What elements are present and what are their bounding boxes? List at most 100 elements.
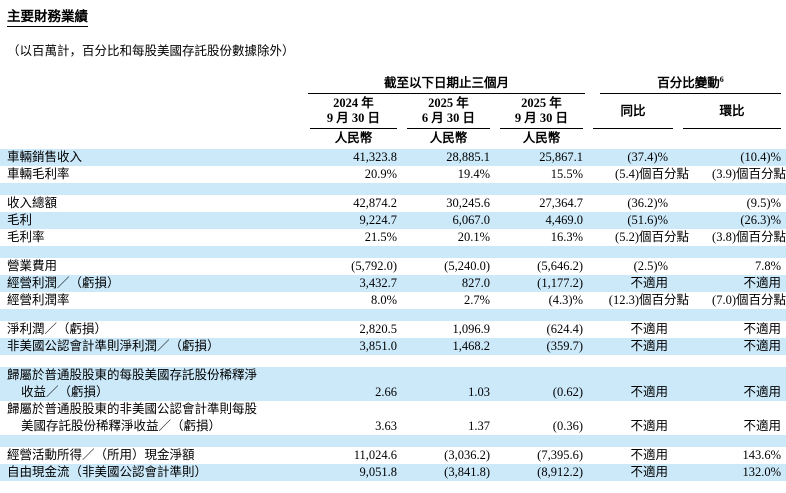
cell-value: 28,885.1: [446, 150, 490, 164]
cell-value: 不適用: [630, 322, 668, 336]
cell-value: 不適用: [743, 339, 781, 353]
cell-value: (3,841.8): [444, 465, 490, 479]
pct-change-label: 百分比變動: [657, 76, 720, 90]
cell-value: (12.3)個百分點: [608, 293, 689, 307]
cell-value: 不適用: [630, 419, 668, 433]
cell-value: 132.0%: [742, 465, 781, 479]
row-label: 車輛毛利率: [7, 167, 70, 181]
cell-value: (0.62): [552, 385, 583, 399]
cell-value: (3.9)個百分點: [712, 167, 786, 181]
table-blank-row: [0, 309, 786, 321]
table-row: 毛利率 21.5% 20.1% 16.3% (5.2)個百分點 (3.8)個百分點: [0, 229, 786, 246]
table-header-currency: 人民幣 人民幣 人民幣: [0, 129, 786, 149]
currency-label: 人民幣: [334, 131, 373, 145]
column-header-year: 2025 年: [428, 96, 469, 110]
cell-value: 2.66: [375, 385, 397, 399]
cell-value: (5,792.0): [351, 259, 397, 273]
cell-value: (10.4)%: [740, 150, 781, 164]
cell-value: 21.5%: [364, 230, 397, 244]
table-row: 經營活動所得／（所用）現金淨額 11,024.6 (3,036.2) (7,395.6…: [0, 447, 786, 464]
cell-value: (37.4)%: [627, 150, 668, 164]
column-header-year: 2025 年: [521, 96, 562, 110]
cell-value: 2,820.5: [359, 322, 398, 336]
cell-value: 不適用: [630, 339, 668, 353]
cell-value: 1.03: [468, 385, 490, 399]
cell-value: 不適用: [630, 465, 668, 479]
page-title: 主要財務業績: [7, 9, 786, 27]
cell-value: 20.9%: [364, 167, 397, 181]
row-label: 歸屬於普通股股東的每股美國存託股份稀釋淨 收益／（虧損）: [7, 368, 258, 399]
column-header-date: 9 月 30 日: [326, 111, 381, 125]
cell-value: 9,224.7: [359, 213, 398, 227]
row-label: 歸屬於普通股股東的非美國公認會計準則每股 美國存託股份稀釋淨收益／（虧損）: [7, 402, 258, 433]
header-spacer: [0, 94, 305, 129]
cell-value: (0.36): [552, 419, 583, 433]
cell-value: (5.4)個百分點: [615, 167, 689, 181]
cell-value: (7.0)個百分點: [712, 293, 786, 307]
row-label: 自由現金流（非美國公認會計準則）: [7, 465, 208, 479]
table-row: 歸屬於普通股股東的每股美國存託股份稀釋淨 收益／（虧損） 2.66 1.03 (0.62…: [0, 367, 786, 401]
table-row: 收入總額 42,874.2 30,245.6 27,364.7 (36.2)% (9.5)…: [0, 195, 786, 212]
cell-value: 1,096.9: [452, 322, 491, 336]
header-spacer: [588, 129, 678, 149]
table-row: 歸屬於普通股股東的非美國公認會計準則每股 美國存託股份稀釋淨收益／（虧損） 3.63…: [0, 401, 786, 435]
row-label: 非美國公認會計準則淨利潤／（虧損）: [7, 339, 220, 353]
cell-value: (36.2)%: [627, 196, 668, 210]
table-row: 營業費用 (5,792.0) (5,240.0) (5,646.2) (2.5)% 7.8…: [0, 258, 786, 275]
table-blank-row: [0, 435, 786, 447]
table-row: 自由現金流（非美國公認會計準則） 9,051.8 (3,841.8) (8,912.2…: [0, 464, 786, 481]
period-group-header: 截至以下日期止三個月: [308, 75, 585, 94]
currency-label: 人民幣: [429, 131, 468, 145]
cell-value: (9.5)%: [746, 196, 781, 210]
cell-value: (359.7): [546, 339, 583, 353]
cell-value: 9,051.8: [359, 465, 398, 479]
column-header-2024-09-30: 2024 年 9 月 30 日: [310, 94, 397, 129]
cell-value: 16.3%: [550, 230, 583, 244]
cell-value: (5,240.0): [444, 259, 490, 273]
pct-change-group-header: 百分比變動6: [600, 75, 781, 94]
cell-value: 19.4%: [457, 167, 490, 181]
cell-value: 20.1%: [457, 230, 490, 244]
row-label: 營業費用: [7, 259, 58, 273]
header-spacer: [0, 75, 305, 94]
cell-value: 不適用: [630, 448, 668, 462]
row-label: 經營利潤率: [7, 293, 70, 307]
cell-value: (26.3)%: [740, 213, 781, 227]
cell-value: 3,851.0: [359, 339, 398, 353]
cell-value: 27,364.7: [539, 196, 583, 210]
column-header-year: 2024 年: [333, 96, 374, 110]
cell-value: (5.2)個百分點: [615, 230, 689, 244]
cell-value: 不適用: [630, 385, 668, 399]
column-header-qoq: 環比: [683, 94, 781, 129]
cell-value: 不適用: [743, 385, 781, 399]
cell-value: (2.5)%: [633, 259, 668, 273]
cell-value: 6,067.0: [452, 213, 491, 227]
header-spacer: [0, 129, 305, 149]
cell-value: 25,867.1: [539, 150, 583, 164]
cell-value: 不適用: [743, 322, 781, 336]
cell-value: (624.4): [546, 322, 583, 336]
table-header-columns: 2024 年 9 月 30 日 2025 年 6 月 30 日 2025 年 9…: [0, 94, 786, 129]
table-units-note: （以百萬計，百分比和每股美國存託股份數據除外）: [7, 44, 295, 58]
row-label: 收入總額: [7, 196, 58, 210]
cell-value: 不適用: [743, 419, 781, 433]
row-label: 經營活動所得／（所用）現金淨額: [7, 448, 195, 462]
cell-value: 2.7%: [463, 293, 490, 307]
table-row: 淨利潤／（虧損） 2,820.5 1,096.9 (624.4) 不適用 不適用: [0, 321, 786, 338]
page-title-text: 主要財務業績: [7, 9, 88, 27]
cell-value: (8,912.2): [537, 465, 583, 479]
cell-value: (1,177.2): [537, 276, 583, 290]
column-header-date: 9 月 30 日: [514, 111, 569, 125]
cell-value: 827.0: [461, 276, 490, 290]
cell-value: (3,036.2): [444, 448, 490, 462]
table-row: 車輛毛利率 20.9% 19.4% 15.5% (5.4)個百分點 (3.9)個百分點: [0, 166, 786, 183]
row-label: 毛利: [7, 213, 33, 227]
cell-value: 11,024.6: [353, 448, 397, 462]
column-header-2025-06-30: 2025 年 6 月 30 日: [407, 94, 490, 129]
column-header-date: 6 月 30 日: [421, 111, 476, 125]
table-row: 毛利 9,224.7 6,067.0 4,469.0 (51.6)% (26.3)%: [0, 212, 786, 229]
table-row: 經營利潤／（虧損） 3,432.7 827.0 (1,177.2) 不適用 不適用: [0, 275, 786, 292]
cell-value: 不適用: [630, 276, 668, 290]
cell-value: 3,432.7: [359, 276, 398, 290]
